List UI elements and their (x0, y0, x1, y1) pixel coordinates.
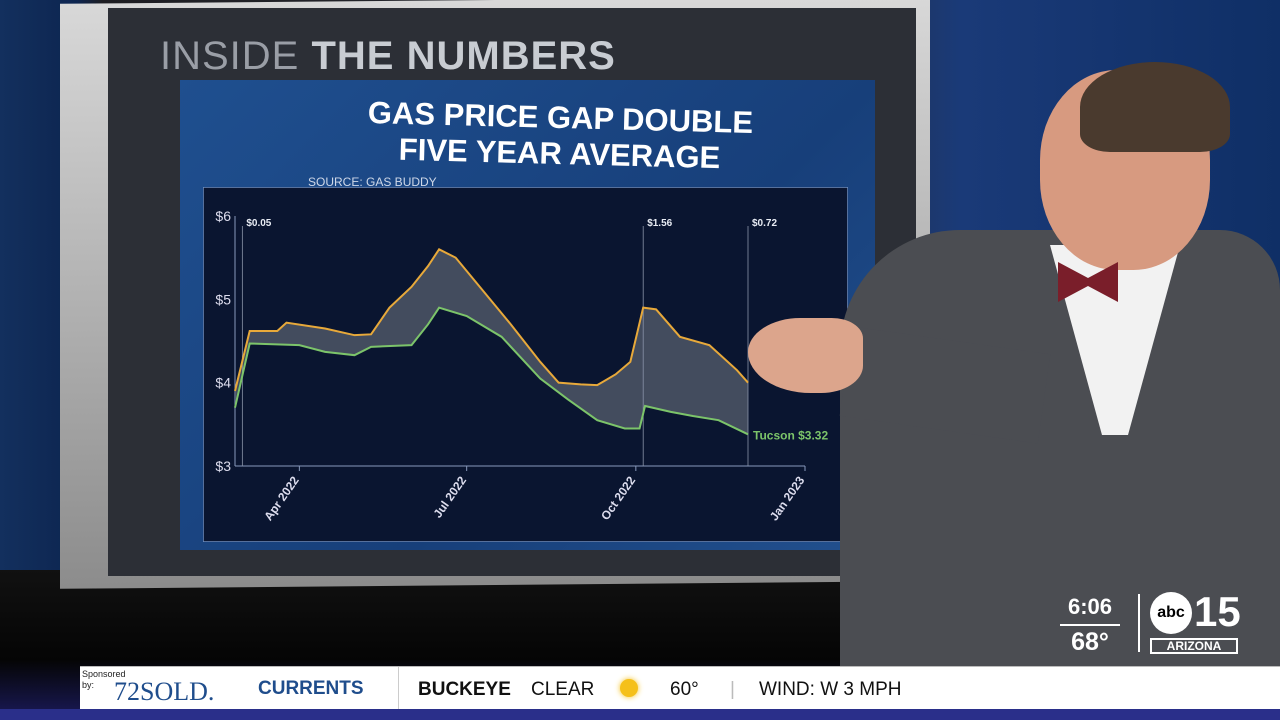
y-tick-label: $4 (215, 375, 231, 391)
presenter-hand (748, 318, 863, 393)
abc-logo: abc (1150, 592, 1192, 634)
abc15-logo: abc 15 ARIZONA (1150, 588, 1241, 654)
ticker-temperature: 60° (670, 679, 699, 700)
series-line-tucson (234, 306, 749, 436)
separator: | (730, 679, 735, 700)
y-tick-label: $6 (215, 208, 231, 224)
sun-icon (620, 679, 638, 697)
gap-area (235, 249, 748, 435)
segment-title: INSIDE THE NUMBERS (160, 34, 616, 78)
bottom-strip (0, 709, 1280, 720)
channel-number: 15 (1194, 588, 1241, 635)
time: 6:06 (1067, 594, 1113, 619)
presenter-suit (840, 230, 1280, 670)
wind: WIND: W 3 MPH (759, 679, 902, 700)
presenter-hair (1080, 62, 1230, 152)
sponsor-logo: 72SOLD. (114, 677, 215, 706)
divider (398, 667, 399, 710)
temperature: 68° (1060, 624, 1120, 657)
plot-background (203, 187, 848, 542)
y-tick-label: $5 (215, 291, 231, 307)
headline: GAS PRICE GAP DOUBLE FIVE YEAR AVERAGE (367, 94, 754, 176)
ticker-bar: Sponsored by: 72SOLD. CURRENTS BUCKEYE C… (80, 666, 1280, 710)
condition: CLEAR (531, 679, 595, 700)
series-line-series-1 (234, 248, 749, 392)
end-label: Tucson $3.32 (753, 428, 828, 442)
source-label: SOURCE: GAS BUDDY (308, 175, 437, 189)
annotation-label: $1.56 (647, 218, 672, 229)
section-label: CURRENTS (258, 678, 364, 699)
annotation-label: $0.72 (752, 218, 777, 229)
region-label: ARIZONA (1150, 638, 1238, 654)
y-tick-label: $3 (215, 458, 231, 474)
sponsored-label: Sponsored by: (82, 669, 126, 690)
divider (1138, 594, 1140, 652)
city: BUCKEYE (418, 679, 511, 700)
station-bug: 6:06 68° abc 15 ARIZONA (1060, 588, 1245, 657)
annotation-label: $0.05 (246, 218, 271, 229)
